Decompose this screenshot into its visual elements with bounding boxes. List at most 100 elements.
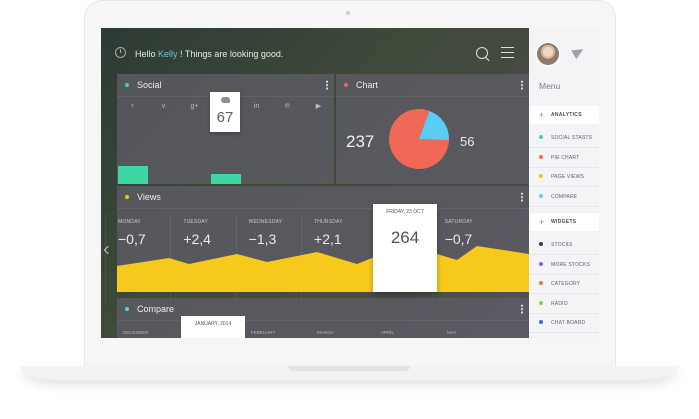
views-dot <box>125 195 129 199</box>
day-value: −1,3 <box>248 231 277 247</box>
menu-item[interactable]: RADIO <box>529 295 599 314</box>
day-label: THURSDAY <box>314 219 343 225</box>
chart-panel-header: Chart <box>336 74 529 97</box>
menu-item-dot <box>539 320 543 324</box>
day-label: SATURDAY <box>444 219 473 225</box>
menu-section-label: ANALYTICS <box>551 112 582 118</box>
menu-item-label: PIE CHART <box>551 154 580 161</box>
pie-chart <box>389 108 449 169</box>
clock-icon[interactable] <box>115 47 126 58</box>
menu-item-label: PAGE VIEWS <box>551 174 585 180</box>
compare-panel-header: Compare <box>117 298 529 321</box>
menu-item[interactable]: PIE CHART <box>529 149 599 168</box>
day-value: +2,4 <box>183 231 211 247</box>
menu-item-label: RADIO <box>551 300 568 307</box>
social-dot <box>125 83 129 87</box>
pie-slice-red <box>389 108 449 169</box>
linkedin-icon[interactable]: in <box>253 103 260 110</box>
views-kebab-icon[interactable] <box>521 192 523 202</box>
menu-item-dot <box>539 242 543 246</box>
day-value: −0,7 <box>118 231 146 247</box>
menu-item-label: CATEGORY <box>551 281 581 287</box>
user-name: Kelly <box>158 49 178 59</box>
views-panel-header: Views <box>117 186 529 209</box>
avatar[interactable] <box>537 43 559 65</box>
social-kebab-icon[interactable] <box>326 80 328 90</box>
menu-item-dot <box>539 281 543 285</box>
chart-right-value: 56 <box>460 134 475 149</box>
menu-item-label: STOCKS <box>551 242 573 248</box>
day-value: −0,7 <box>444 231 473 247</box>
menu-item[interactable]: PAGE VIEWS <box>529 168 599 187</box>
compare-month-may: MAY <box>447 330 457 335</box>
menu-item-label: MORE STOCKS <box>551 261 591 268</box>
plus-icon: + <box>539 110 545 120</box>
google-plus-icon[interactable]: g+ <box>190 103 199 110</box>
views-title: Views <box>137 192 161 202</box>
menu-item-label: COMPARE <box>551 193 578 200</box>
vimeo-icon[interactable]: v <box>161 103 166 110</box>
compare-title: Compare <box>137 304 175 314</box>
january-label: JANUARY, 2014 <box>194 321 232 327</box>
chart-title: Chart <box>356 80 379 90</box>
day-label: TUESDAY <box>183 219 208 225</box>
menu-section-analytics[interactable]: + ANALYTICS <box>529 106 599 124</box>
menu-item[interactable]: CHAT BOARD <box>529 314 599 333</box>
menu-item-dot <box>539 135 543 139</box>
vine-icon[interactable]: ♆ <box>129 103 136 110</box>
chart-panel: Chart 237 56 <box>336 74 529 184</box>
social-title: Social <box>137 80 162 90</box>
laptop-base <box>20 366 679 380</box>
menu-item[interactable]: STOCKS <box>529 236 599 255</box>
menu-item-label: CHAT BOARD <box>551 320 586 326</box>
social-bar <box>118 166 148 184</box>
pinterest-icon[interactable]: ℗ <box>284 103 291 110</box>
laptop-base-notch <box>288 366 410 371</box>
pie-slice-blue <box>419 110 449 141</box>
menu-item[interactable]: CATEGORY <box>529 275 599 294</box>
compare-dot <box>125 307 129 311</box>
top-bar: Hello Kelly ! Things are looking good. <box>101 28 529 72</box>
day-value: +2,1 <box>314 231 342 247</box>
menu-item-dot <box>539 300 543 305</box>
webcam <box>346 11 350 15</box>
menu-item-label: SOCIAL STASTS <box>551 135 593 141</box>
menu-item[interactable]: SOCIAL STASTS <box>529 129 599 148</box>
greeting-prefix: Hello <box>135 49 159 59</box>
send-icon[interactable] <box>571 44 586 60</box>
chart-left-value: 237 <box>346 132 375 151</box>
friday-value: 264 <box>390 228 420 247</box>
friday-label: FRIDAY, 23 OCT <box>386 209 424 215</box>
compare-month-april: APRIL <box>381 330 395 335</box>
views-area-fill <box>117 246 529 292</box>
menu-item-dot <box>539 154 543 159</box>
social-value-popup: 67 <box>210 92 240 132</box>
social-icons-row: ♆ v g+ in ℗ ▶ <box>117 96 334 116</box>
twitter-icon <box>221 97 230 103</box>
menu-section-label: WIDGETS <box>551 219 577 225</box>
day-label: MONDAY <box>118 219 141 225</box>
menu-item-dot <box>539 193 543 198</box>
compare-month-march: MARCH <box>317 330 334 335</box>
search-icon[interactable] <box>476 47 488 59</box>
hamburger-menu-icon[interactable] <box>501 47 514 58</box>
side-menu: Menu + ANALYTICS SOCIAL STASTS PIE CHART PAG… <box>529 28 599 338</box>
compare-kebab-icon[interactable] <box>521 304 523 314</box>
youtube-icon[interactable]: ▶ <box>315 103 322 110</box>
menu-item-dot <box>539 174 543 178</box>
menu-section-widgets[interactable]: + WIDGETS <box>529 213 599 231</box>
plus-icon: + <box>539 217 545 227</box>
dashboard-screen: Hello Kelly ! Things are looking good. S… <box>101 28 599 338</box>
menu-item[interactable]: COMPARE <box>529 188 599 207</box>
menu-item-dot <box>539 261 543 266</box>
menu-item[interactable]: MORE STOCKS <box>529 256 599 275</box>
friday-highlight-card: FRIDAY, 23 OCT 264 <box>373 204 437 292</box>
day-label: WEDNESDAY <box>248 219 283 225</box>
chart-dot <box>344 83 348 87</box>
chart-kebab-icon[interactable] <box>521 80 523 90</box>
day-column: MONDAY −0,7 <box>105 214 171 306</box>
views-area-chart <box>117 246 529 292</box>
compare-month-february: FEBRUARY <box>251 330 276 335</box>
greeting-suffix: ! Things are looking good. <box>177 49 284 59</box>
greeting-message: Hello Kelly ! Things are looking good. <box>135 49 283 60</box>
